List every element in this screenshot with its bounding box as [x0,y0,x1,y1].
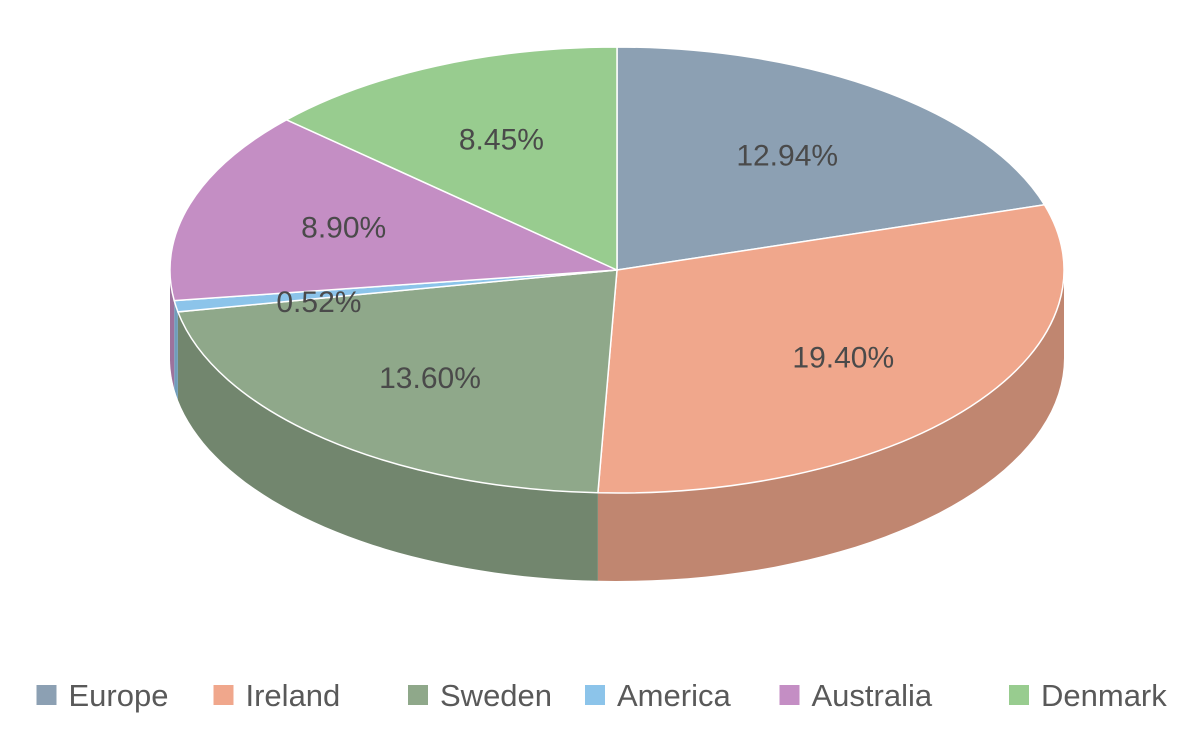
slice-side-sweden [177,311,598,581]
legend-swatch-denmark [1009,685,1029,705]
legend-swatch-ireland [213,685,234,705]
legend-item-sweden: Sweden [408,678,552,713]
legend-label-australia: Australia [812,678,933,713]
legend-item-america: America [585,678,731,713]
slice-europe [616,46,1046,271]
slice-sweden [176,269,618,494]
slice-denmark [284,46,618,272]
pie-sides [170,270,1064,581]
legend-swatch-australia [779,685,800,705]
pie-slices [169,46,1065,494]
legend-swatch-sweden [408,685,428,705]
legend-label-sweden: Sweden [440,678,552,713]
data-label-europe: 12.94% [736,139,838,172]
legend-label-denmark: Denmark [1041,678,1167,713]
legend-item-ireland: Ireland [213,678,341,713]
slice-side-america [174,300,178,400]
slice-australia [169,118,618,302]
data-labels: 12.94% 19.40% 13.60% 0.52% 8.90% 8.45% [276,124,894,396]
legend-swatch-america [585,685,605,705]
legend-label-europe: Europe [69,678,169,713]
legend-item-europe: Europe [36,678,169,713]
slice-ireland [597,203,1065,494]
data-label-ireland: 19.40% [792,341,894,374]
legend-label-america: America [617,678,731,713]
legend-swatch-europe [36,685,57,705]
slice-side-australia [170,270,175,389]
data-label-australia: 8.90% [301,212,386,245]
data-label-america: 0.52% [276,286,361,319]
data-label-sweden: 13.60% [379,362,481,395]
legend: Europe Ireland Sweden America Australia Denma… [36,678,1167,713]
data-label-denmark: 8.45% [459,124,544,157]
legend-item-australia: Australia [779,678,933,713]
slice-side-ireland [597,270,1064,581]
legend-label-ireland: Ireland [246,678,341,713]
legend-item-denmark: Denmark [1009,678,1167,713]
